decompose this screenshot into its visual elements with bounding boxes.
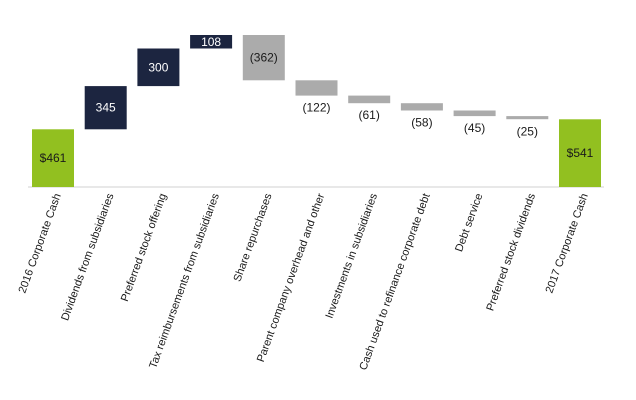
value-label-preferred-stock-dividends: (25) — [517, 124, 538, 138]
bar-debt-service — [453, 110, 496, 117]
value-label-preferred-stock-offering: 300 — [148, 60, 168, 74]
bar-share-repurchases — [242, 35, 285, 81]
category-label-investments-in-subsidiaries: Investments in subsidiaries — [324, 191, 381, 320]
category-label-2017-corporate-cash: 2017 Corporate Cash — [544, 192, 591, 295]
category-label-preferred-stock-dividends: Preferred stock dividends — [484, 191, 538, 312]
bar-2016-corporate-cash — [32, 129, 74, 187]
bar-preferred-stock-offering — [137, 48, 180, 87]
category-label-share-repurchases: Share repurchases — [232, 191, 275, 283]
bar-parent-company-overhead-and-other — [295, 80, 338, 96]
value-label-cash-used-to-refinance-corporate-debt: (58) — [411, 116, 432, 130]
bar-labels-group: $461 345 300 108 (362) (122) (61) (58) (45) (25) $… — [40, 35, 594, 165]
value-label-2017-corporate-cash: $541 — [567, 146, 594, 160]
category-label-2016-corporate-cash: 2016 Corporate Cash — [17, 192, 64, 295]
bar-tax-reimbursements-from-subsidiaries — [190, 35, 233, 49]
value-label-dividends-from-subsidiaries: 345 — [96, 101, 116, 115]
bars-group — [32, 35, 601, 187]
bar-investments-in-subsidiaries — [348, 95, 391, 104]
value-label-investments-in-subsidiaries: (61) — [359, 108, 380, 122]
value-label-share-repurchases: (362) — [250, 51, 278, 65]
category-label-dividends-from-subsidiaries: Dividends from subsidiaries — [59, 191, 116, 322]
value-label-2016-corporate-cash: $461 — [40, 151, 67, 165]
category-label-preferred-stock-offering: Preferred stock offering — [119, 192, 169, 303]
bar-2017-corporate-cash — [559, 119, 601, 187]
bar-cash-used-to-refinance-corporate-debt — [400, 103, 443, 111]
bar-dividends-from-subsidiaries — [84, 86, 127, 130]
category-label-debt-service: Debt service — [453, 192, 485, 254]
bar-preferred-stock-dividends — [506, 116, 549, 120]
value-label-tax-reimbursements-from-subsidiaries: 108 — [201, 35, 221, 49]
value-label-debt-service: (45) — [464, 121, 485, 135]
value-label-parent-company-overhead-and-other: (122) — [302, 101, 330, 115]
